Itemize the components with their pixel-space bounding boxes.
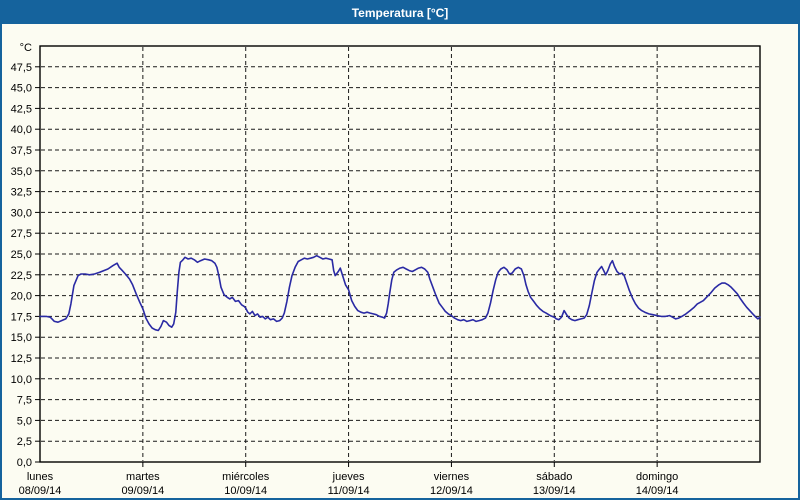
y-axis-label: 25,0 — [11, 249, 32, 261]
y-axis-label: 5,0 — [17, 415, 32, 427]
temperature-series-line — [39, 254, 761, 332]
y-axis-label: 32,5 — [11, 187, 32, 199]
x-axis-date-label: 12/09/14 — [430, 485, 473, 497]
y-axis-label: 15,0 — [11, 332, 32, 344]
x-axis-date-label: 09/09/14 — [121, 485, 164, 497]
y-axis-label: 2,5 — [17, 436, 32, 448]
plot-border — [39, 45, 761, 463]
x-axis-date-label: 13/09/14 — [533, 485, 576, 497]
x-axis-day-label: sábado — [536, 471, 572, 483]
x-axis-day-label: miércoles — [222, 471, 270, 483]
x-axis-date-label: 10/09/14 — [224, 485, 267, 497]
temperature-chart: 0,0 2,5 5,0 7,5 10,0 12,5 15,0 17,5 20,0 22,5 25,0… — [2, 24, 798, 498]
y-axis-label: 30,0 — [11, 207, 32, 219]
chart-canvas: 0,0 2,5 5,0 7,5 10,0 12,5 15,0 17,5 20,0 22,5 25,0… — [11, 42, 761, 497]
y-axis-label: 12,5 — [11, 353, 32, 365]
y-axis-label: 20,0 — [11, 291, 32, 303]
chart-title: Temperatura [°C] — [351, 6, 449, 20]
y-axis-unit-label: °C — [20, 42, 32, 54]
y-axis-label: 17,5 — [11, 311, 32, 323]
y-axis-label: 27,5 — [11, 228, 32, 240]
y-axis-label: 7,5 — [17, 395, 32, 407]
x-axis-date-label: 14/09/14 — [636, 485, 679, 497]
y-axis-label: 40,0 — [11, 124, 32, 136]
y-axis-label: 42,5 — [11, 103, 32, 115]
y-axis-label: 10,0 — [11, 374, 32, 386]
x-axis-day-label: jueves — [332, 471, 365, 483]
x-axis-day-label: viernes — [434, 471, 470, 483]
x-axis-day-label: lunes — [27, 471, 54, 483]
x-axis-day-label: martes — [126, 471, 160, 483]
chart-title-bar: Temperatura [°C] — [2, 2, 798, 24]
y-axis-label: 47,5 — [11, 62, 32, 74]
x-axis-date-label: 08/09/14 — [19, 485, 62, 497]
y-axis-label: 37,5 — [11, 145, 32, 157]
y-axis-label: 0,0 — [17, 457, 32, 469]
y-axis-label: 22,5 — [11, 270, 32, 282]
x-axis-date-label: 11/09/14 — [328, 485, 370, 497]
y-axis-label: 45,0 — [11, 83, 32, 95]
x-axis-day-label: domingo — [636, 471, 678, 483]
y-axis-label: 35,0 — [11, 166, 32, 178]
